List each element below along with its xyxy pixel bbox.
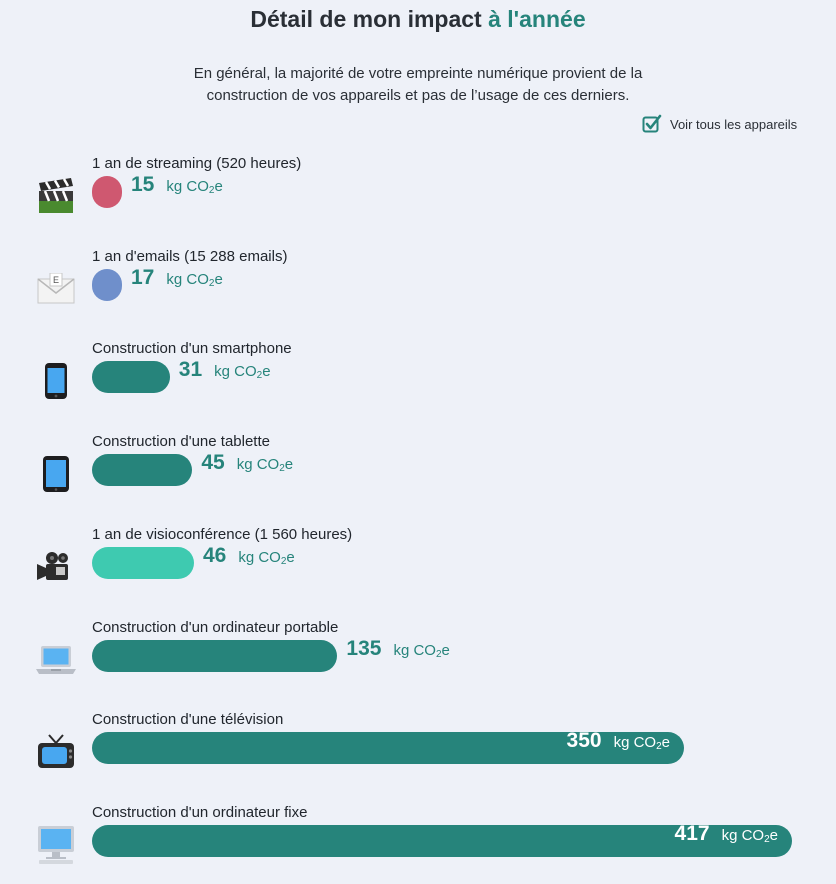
impact-value-number: 45 <box>201 451 225 475</box>
checkbox-check-icon[interactable] <box>642 114 662 134</box>
impact-row-emails: 1 an d'emails (15 288 emails) E 17 kg CO2e <box>0 248 836 328</box>
impact-value-number: 135 <box>346 636 382 660</box>
impact-value: 45 kg CO2e <box>201 451 293 475</box>
impact-value-number: 31 <box>178 358 203 382</box>
impact-value-number: 350 <box>566 729 602 753</box>
impact-value-number: 417 <box>674 821 710 845</box>
title-accent: à l'année <box>488 6 586 32</box>
impact-row-television: Construction d'une télévision 350 kg CO2e <box>0 711 836 791</box>
impact-value: 46 kg CO2e <box>203 544 295 568</box>
impact-bar <box>92 546 194 579</box>
impact-value-number: 46 <box>202 543 227 567</box>
impact-label: Construction d'un smartphone <box>92 340 292 358</box>
impact-label: 1 an de streaming (520 heures) <box>92 155 302 172</box>
impact-row-videoconference: 1 an de visioconférence (1 560 heures) 46… <box>0 526 836 606</box>
impact-row-smartphone: Construction d'un smartphone 31 kg CO2e <box>0 340 836 420</box>
tablet-icon <box>35 453 77 495</box>
impact-bar <box>92 824 792 857</box>
impact-bar <box>92 361 170 394</box>
laptop-icon <box>35 639 77 681</box>
impact-label: Construction d'un ordinateur portable <box>92 618 339 636</box>
impact-row-laptop: Construction d'un ordinateur portable 135… <box>0 619 836 699</box>
impact-row-tablet: Construction d'une tablette 45 kg CO2e <box>0 433 836 513</box>
impact-value: 17 kg CO2e <box>131 266 223 290</box>
impact-label: Construction d'une tablette <box>92 433 270 451</box>
show-all-devices-toggle[interactable]: Voir tous les appareils <box>642 114 797 134</box>
impact-unit: kg CO2e <box>613 734 670 753</box>
impact-label: Construction d'une télévision <box>92 711 284 729</box>
video-camera-icon <box>35 546 77 588</box>
impact-value: 350 kg CO2e <box>567 729 670 753</box>
impact-unit: kg CO2e <box>236 456 294 475</box>
impact-label: 1 an d'emails (15 288 emails) <box>92 247 288 265</box>
impact-unit: kg CO2e <box>166 270 223 289</box>
impact-value: 417 kg CO2e <box>675 822 778 846</box>
desktop-computer-icon <box>35 824 77 866</box>
impact-bar <box>92 176 122 208</box>
svg-text:E: E <box>53 275 59 285</box>
impact-value: 31 kg CO2e <box>179 358 271 382</box>
impact-unit: kg CO2e <box>238 548 295 567</box>
title-main: Détail de mon impact <box>250 6 482 32</box>
impact-bar <box>92 454 193 487</box>
impact-unit: kg CO2e <box>721 826 778 845</box>
envelope-icon: E <box>35 268 77 310</box>
impact-label: Construction d'un ordinateur fixe <box>92 803 308 821</box>
page-title: Détail de mon impact à l'année <box>0 6 836 33</box>
impact-unit: kg CO2e <box>166 178 223 196</box>
impact-value-number: 15 <box>131 173 155 196</box>
intro-text: En général, la majorité de votre emprein… <box>118 63 718 107</box>
intro-line-1: En général, la majorité de votre emprein… <box>193 65 643 82</box>
impact-row-streaming: 1 an de streaming (520 heures) 15 kg CO2e <box>0 155 836 235</box>
impact-value: 135 kg CO2e <box>346 637 449 661</box>
impact-row-desktop: Construction d'un ordinateur fixe 417 kg C… <box>0 804 836 884</box>
impact-bar <box>92 268 122 301</box>
intro-line-2: construction de vos appareils et pas de … <box>206 87 630 104</box>
television-icon <box>35 731 77 773</box>
impact-unit: kg CO2e <box>214 363 271 382</box>
impact-label: 1 an de visioconférence (1 560 heures) <box>92 525 353 543</box>
show-all-devices-label: Voir tous les appareils <box>670 116 798 132</box>
impact-value: 15 kg CO2e <box>131 173 223 197</box>
impact-unit: kg CO2e <box>393 641 450 660</box>
impact-bar <box>92 639 338 672</box>
impact-value-number: 17 <box>131 265 155 289</box>
clapperboard-icon <box>35 175 77 217</box>
smartphone-icon <box>35 360 77 402</box>
impact-bar <box>92 732 684 765</box>
